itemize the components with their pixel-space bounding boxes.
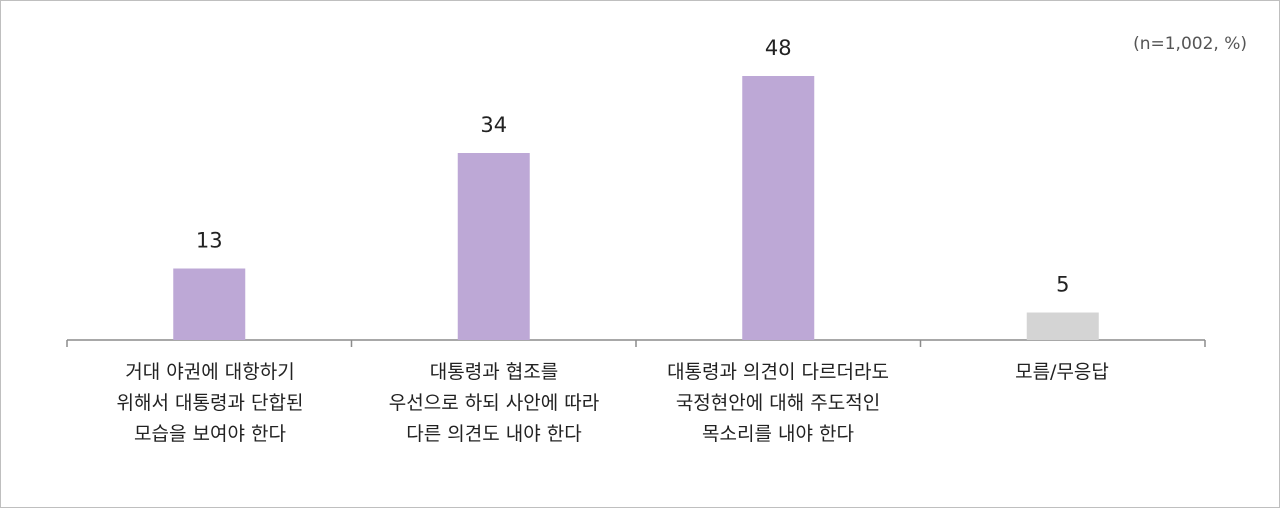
sample-size-note: (n=1,002, %) <box>1133 34 1247 54</box>
value-label-4: 5 <box>1056 273 1069 297</box>
bar-1 <box>173 268 246 340</box>
category-label-1: 거대 야권에 대항하기 위해서 대통령과 단합된 모습을 보여야 한다 <box>116 361 304 445</box>
value-label-2: 34 <box>480 113 507 137</box>
category-label-3: 대통령과 의견이 다르더라도 국정현안에 대해 주도적인 목소리를 내야 한다 <box>667 361 889 445</box>
value-label-3: 48 <box>765 36 792 60</box>
category-label-4: 모름/무응답 <box>1015 361 1109 383</box>
bar-2 <box>457 153 530 340</box>
value-label-1: 13 <box>196 229 223 253</box>
bar-3 <box>742 76 815 340</box>
bar-4 <box>1026 312 1099 340</box>
category-label-2: 대통령과 협조를 우선으로 하되 사안에 따라 다른 의견도 내야 한다 <box>388 361 600 445</box>
